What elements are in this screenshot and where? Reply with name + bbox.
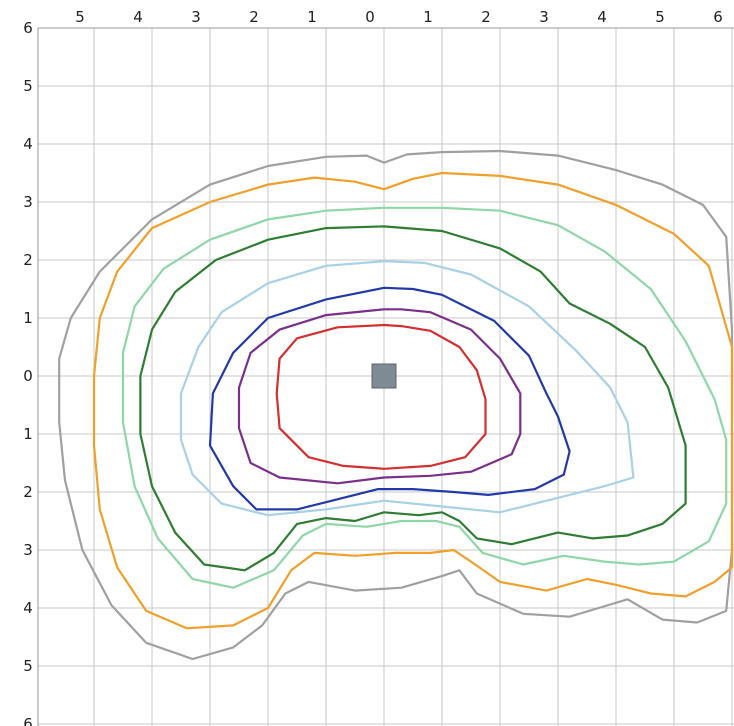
contour-line-5 (179, 260, 635, 517)
x-tick-label: 5 (75, 8, 85, 26)
source-marker (371, 363, 397, 389)
x-tick-label: 1 (423, 8, 433, 26)
y-tick-label: 5 (23, 657, 33, 675)
x-tick-label: 2 (481, 8, 491, 26)
contour-lines (58, 149, 734, 661)
y-tick-label: 2 (23, 483, 33, 501)
source-marker-layer (371, 363, 397, 389)
y-tick-label: 4 (23, 135, 33, 153)
x-tick-label: 6 (713, 8, 723, 26)
y-tick-label: 0 (23, 367, 33, 385)
y-tick-label: 3 (23, 193, 33, 211)
x-tick-label: 5 (655, 8, 665, 26)
x-tick-label: 3 (191, 8, 201, 26)
contour-line-2 (92, 171, 734, 630)
contour-line-7 (237, 308, 522, 485)
y-tick-label: 5 (23, 77, 33, 95)
x-tick-label: 2 (249, 8, 259, 26)
y-tick-label: 2 (23, 251, 33, 269)
y-tick-label: 6 (23, 19, 33, 37)
y-tick-label: 3 (23, 541, 33, 559)
x-tick-label: 1 (307, 8, 317, 26)
axes (37, 27, 734, 726)
x-tick-label: 4 (133, 8, 143, 26)
y-tick-label: 1 (23, 425, 33, 443)
contour-line-6 (208, 286, 571, 511)
contour-line-1 (58, 149, 734, 661)
contour-line-8 (275, 323, 487, 470)
y-tick-label: 6 (23, 715, 33, 726)
contour-line-4 (139, 225, 687, 572)
x-tick-label: 0 (365, 8, 375, 26)
contour-line-3 (121, 206, 728, 589)
y-tick-labels: 6 5 4 3 2 1 0 1 2 3 4 5 6 (23, 19, 33, 726)
y-tick-label: 4 (23, 599, 33, 617)
y-tick-label: 1 (23, 309, 33, 327)
x-tick-labels: 5 4 3 2 1 0 1 2 3 4 5 6 (75, 8, 723, 26)
x-tick-label: 3 (539, 8, 549, 26)
x-tick-label: 4 (597, 8, 607, 26)
